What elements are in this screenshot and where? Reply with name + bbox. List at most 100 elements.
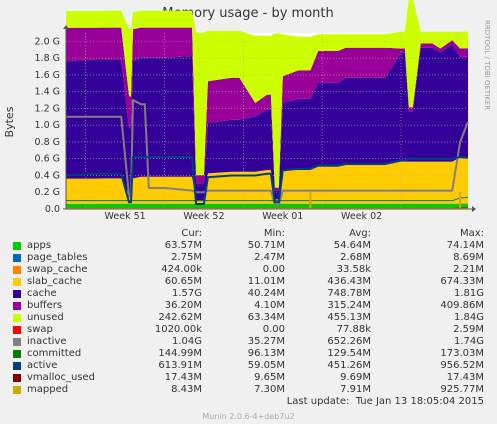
legend-swatch <box>13 242 21 250</box>
legend-min: 2.47M <box>254 252 285 263</box>
legend-avg: 315.24M <box>327 300 371 311</box>
legend-swatch <box>13 326 21 334</box>
legend-swatch <box>13 290 21 298</box>
legend-avg: 748.78M <box>327 288 371 299</box>
legend-max: 674.33M <box>440 276 484 287</box>
legend-row: mapped 8.43M 7.30M 7.91M 925.77M <box>0 384 497 396</box>
legend-name: unused <box>27 312 64 323</box>
rrdtool-watermark: RRDTOOL / TOBI OETIKER <box>483 20 491 110</box>
x-tick-label: Week 52 <box>183 211 224 222</box>
area-slab-cache <box>66 157 468 204</box>
y-tick-label: 0.0 <box>45 204 60 215</box>
legend-cur: 1.04G <box>171 336 202 347</box>
legend-avg: 451.26M <box>327 360 371 371</box>
legend-max: 1.81G <box>453 288 484 299</box>
legend-cur: 613.91M <box>158 360 202 371</box>
legend-min: 59.05M <box>247 360 285 371</box>
legend-cur: 36.20M <box>164 300 202 311</box>
legend-max: 956.52M <box>440 360 484 371</box>
x-tick-label: Week 51 <box>105 211 146 222</box>
header-min: Min: <box>263 228 285 239</box>
legend-avg: 7.91M <box>340 384 371 395</box>
y-tick-label: 0.4 G <box>35 170 61 181</box>
axes <box>63 25 476 212</box>
legend-row: active 613.91M 59.05M 451.26M 956.52M <box>0 360 497 372</box>
legend-swatch <box>13 266 21 274</box>
legend-swatch <box>13 338 21 346</box>
legend-name: cache <box>27 288 57 299</box>
legend-row: cache 1.57G 40.24M 748.78M 1.81G <box>0 288 497 300</box>
legend-name: inactive <box>27 336 67 347</box>
legend-min: 4.10M <box>254 300 285 311</box>
legend-row: buffers 36.20M 4.10M 315.24M 409.86M <box>0 300 497 312</box>
legend-swatch <box>13 314 21 322</box>
legend-avg: 129.54M <box>327 348 371 359</box>
legend-row: committed 144.99M 96.13M 129.54M 173.03M <box>0 348 497 360</box>
legend-row: apps 63.57M 50.71M 54.64M 74.14M <box>0 240 497 252</box>
legend-max: 74.14M <box>446 240 484 251</box>
legend-cur: 1.57G <box>171 288 202 299</box>
legend-max: 1.84G <box>453 312 484 323</box>
legend-name: committed <box>27 348 82 359</box>
legend-swatch <box>13 350 21 358</box>
area-unused <box>66 0 468 188</box>
legend-name: page_tables <box>27 252 88 263</box>
legend-max: 173.03M <box>440 348 484 359</box>
legend-swatch <box>13 254 21 262</box>
header-avg: Avg: <box>349 228 371 239</box>
legend-name: vmalloc_used <box>27 372 96 383</box>
legend-min: 63.34M <box>247 312 285 323</box>
legend-max: 17.43M <box>446 372 484 383</box>
x-axis-arrow <box>472 206 476 212</box>
legend-name: swap_cache <box>27 264 88 275</box>
y-tick-labels: 0.0 0.2 G 0.4 G 0.6 G 0.8 G 1.0 G 1.2 G 1.4 G 1.… <box>35 36 61 215</box>
legend-cur: 63.57M <box>164 240 202 251</box>
area-series <box>66 0 468 209</box>
legend-name: slab_cache <box>27 276 83 287</box>
legend-name: mapped <box>27 384 69 395</box>
y-tick-label: 2.0 G <box>35 36 61 47</box>
legend-min: 50.71M <box>247 240 285 251</box>
x-tick-label: Week 02 <box>341 211 382 222</box>
legend-max: 8.69M <box>453 252 484 263</box>
header-max: Max: <box>459 228 484 239</box>
legend-name: active <box>27 360 58 371</box>
y-tick-label: 1.2 G <box>35 103 61 114</box>
legend-row: vmalloc_used 17.43M 9.65M 9.69M 17.43M <box>0 372 497 384</box>
y-axis-arrow <box>63 25 69 29</box>
area-apps <box>66 203 468 209</box>
legend-swatch <box>13 374 21 382</box>
legend-cur: 144.99M <box>158 348 202 359</box>
legend-cur: 424.00k <box>161 264 202 275</box>
legend-header: Cur: Min: Avg: Max: <box>0 228 497 240</box>
x-tick-label: Week 01 <box>262 211 303 222</box>
legend-cur: 17.43M <box>164 372 202 383</box>
legend-cur: 2.75M <box>171 252 202 263</box>
legend-min: 35.27M <box>247 336 285 347</box>
y-tick-label: 0.2 G <box>35 187 61 198</box>
y-tick-label: 1.4 G <box>35 87 61 98</box>
legend-swatch <box>13 362 21 370</box>
legend-avg: 77.88k <box>336 324 371 335</box>
legend-row: unused 242.62M 63.34M 455.13M 1.84G <box>0 312 497 324</box>
legend-max: 925.77M <box>440 384 484 395</box>
legend-cur: 60.65M <box>164 276 202 287</box>
munin-version: Munin 2.0.6-4+deb7u2 <box>202 412 295 421</box>
legend-row: page_tables 2.75M 2.47M 2.68M 8.69M <box>0 252 497 264</box>
legend-max: 2.21M <box>453 264 484 275</box>
x-tick-labels: Week 51 Week 52 Week 01 Week 02 <box>105 211 383 222</box>
legend-avg: 652.26M <box>327 336 371 347</box>
legend-swatch <box>13 302 21 310</box>
y-tick-label: 1.0 G <box>35 120 61 131</box>
legend-max: 409.86M <box>440 300 484 311</box>
legend-max: 2.59M <box>453 324 484 335</box>
legend-name: apps <box>27 240 52 251</box>
legend-avg: 2.68M <box>340 252 371 263</box>
legend-row: swap_cache 424.00k 0.00 33.58k 2.21M <box>0 264 497 276</box>
legend-min: 0.00 <box>262 324 285 335</box>
legend-avg: 54.64M <box>333 240 371 251</box>
line-active <box>65 156 469 205</box>
legend-name: buffers <box>27 300 63 311</box>
legend-name: swap <box>27 324 53 335</box>
legend-min: 96.13M <box>247 348 285 359</box>
